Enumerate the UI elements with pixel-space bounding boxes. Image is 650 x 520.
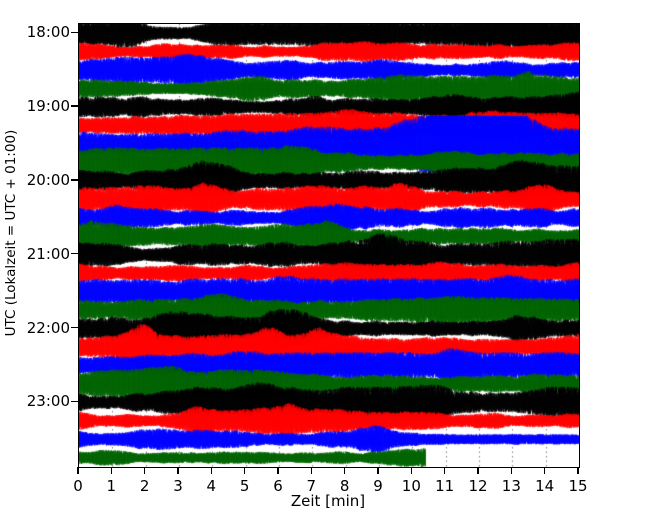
x-axis-tick-mark bbox=[577, 467, 579, 475]
x-axis-tick-label: 9 bbox=[373, 477, 383, 495]
y-axis-tick-mark bbox=[70, 400, 78, 403]
x-axis-tick-label: 0 bbox=[73, 477, 83, 495]
x-axis-tick-mark bbox=[210, 467, 212, 475]
y-axis-tick-mark bbox=[70, 326, 78, 329]
x-axis-tick-label: 15 bbox=[568, 477, 588, 495]
y-axis-tick-mark bbox=[70, 179, 78, 181]
x-axis-tick-label: 2 bbox=[139, 477, 150, 495]
plot-area bbox=[78, 23, 580, 468]
x-axis-tick-mark bbox=[510, 467, 512, 475]
x-axis-tick-label: 7 bbox=[306, 477, 317, 495]
x-axis-tick-mark bbox=[77, 467, 79, 475]
x-axis-tick-label: 14 bbox=[535, 477, 555, 495]
x-axis-tick-label: 12 bbox=[468, 477, 488, 495]
x-axis-tick-label: 8 bbox=[339, 477, 350, 495]
y-axis-tick-mark bbox=[70, 31, 78, 33]
x-axis-tick-mark bbox=[544, 467, 546, 475]
y-axis-tick-label: 19:00 bbox=[26, 97, 70, 116]
x-axis-tick-label: 10 bbox=[401, 477, 421, 495]
y-axis-tick-mark bbox=[70, 105, 78, 107]
x-axis-tick-mark bbox=[477, 467, 479, 475]
x-axis-tick-mark bbox=[344, 467, 346, 475]
y-axis-tick-mark bbox=[70, 253, 78, 255]
x-axis-tick-label: 13 bbox=[501, 477, 521, 495]
x-axis-tick-mark bbox=[177, 467, 179, 475]
x-axis-tick-label: 1 bbox=[106, 477, 117, 495]
y-axis-tick-label: 23:00 bbox=[26, 392, 70, 411]
x-axis-tick-mark bbox=[377, 467, 379, 475]
seismogram-canvas bbox=[79, 24, 579, 467]
x-axis-tick-mark bbox=[244, 467, 246, 475]
x-axis-tick-mark bbox=[144, 467, 146, 475]
y-axis-tick-labels: 18:00 19:00 20:00 21:00 22:00 23:00 bbox=[0, 0, 70, 520]
x-axis-tick-mark bbox=[277, 467, 279, 475]
x-axis-tick-label: 5 bbox=[239, 477, 250, 495]
x-axis-tick-label: 11 bbox=[435, 477, 455, 495]
x-axis-tick-mark bbox=[444, 467, 446, 475]
y-axis-tick-label: 20:00 bbox=[26, 170, 70, 189]
y-axis-tick-label: 21:00 bbox=[26, 244, 70, 263]
y-axis-tick-label: 18:00 bbox=[26, 23, 70, 42]
x-axis-tick-mark bbox=[310, 467, 312, 475]
x-axis-tick-label: 6 bbox=[273, 477, 283, 495]
x-axis-label: Zeit [min] bbox=[290, 492, 366, 510]
y-axis-tick-label: 22:00 bbox=[26, 318, 70, 337]
x-axis-tick-label: 3 bbox=[173, 477, 183, 495]
x-axis-tick-mark bbox=[110, 467, 112, 475]
x-axis-tick-mark bbox=[410, 467, 412, 475]
x-axis-tick-label: 4 bbox=[206, 477, 217, 495]
